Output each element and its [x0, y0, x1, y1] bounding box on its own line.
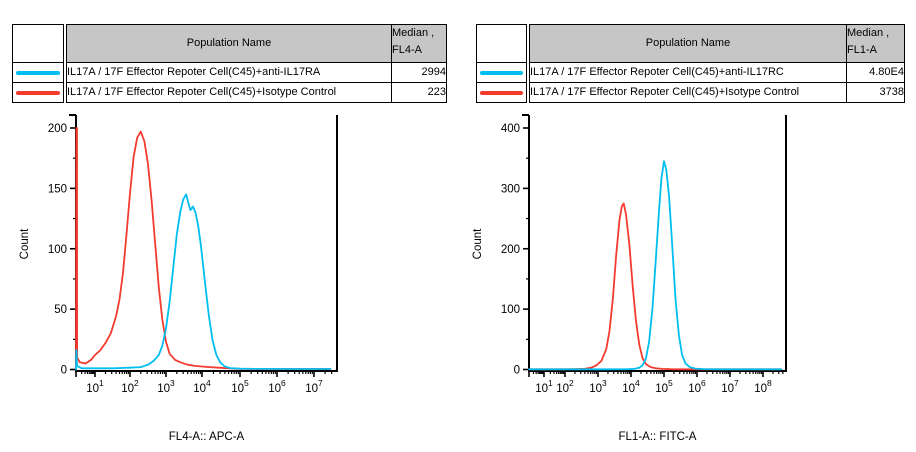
series-swatch-cell [476, 82, 527, 103]
population-name: IL17A / 17F Effector Repoter Cell(C45)+I… [529, 82, 847, 103]
series-swatch-cell [12, 62, 64, 83]
y-axis-title: Count [472, 228, 484, 259]
median-value: 2994 [391, 62, 447, 83]
population-table-left: Population Name Median , FL4-A IL17A / 1… [12, 24, 447, 103]
x-tick-label: 103 [157, 378, 175, 395]
x-tick-label: 104 [622, 378, 640, 395]
cyan-series-swatch [480, 70, 523, 75]
table-row: IL17A / 17F Effector Repoter Cell(C45)+I… [12, 82, 447, 103]
y-tick-label: 200 [501, 244, 520, 256]
median-value: 3738 [846, 82, 905, 103]
x-tick-label: 105 [655, 378, 673, 395]
y-tick-label: 400 [501, 123, 520, 135]
y-tick-label: 150 [48, 183, 67, 195]
x-tick-label: 102 [556, 378, 574, 395]
table-header-row: Population Name Median , FL1-A [476, 24, 905, 63]
table-header-row: Population Name Median , FL4-A [12, 24, 447, 63]
table-row: IL17A / 17F Effector Repoter Cell(C45)+a… [12, 62, 447, 83]
series-swatch-cell [476, 62, 527, 83]
histogram-curve-isotype-control [75, 127, 332, 371]
y-tick-label: 0 [514, 365, 520, 377]
y-tick-label: 100 [501, 304, 520, 316]
x-tick-label: 106 [268, 378, 286, 395]
y-tick-label: 50 [54, 304, 67, 316]
x-tick-label: 102 [121, 378, 139, 395]
red-series-swatch [16, 90, 60, 95]
x-tick-label: 101 [86, 378, 104, 395]
x-tick-label: 107 [721, 378, 739, 395]
cyan-series-swatch [16, 70, 60, 75]
population-name: IL17A / 17F Effector Repoter Cell(C45)+a… [529, 62, 847, 83]
median-header-line1: Median , [392, 27, 435, 39]
x-axis-title: FL4-A:: APC-A [169, 431, 245, 443]
swatch-header-cell [476, 24, 527, 63]
x-tick-label: 105 [231, 378, 249, 395]
table-gap [63, 24, 67, 63]
y-axis-title: Count [19, 228, 31, 259]
histogram-curve-antibody [75, 193, 332, 371]
median-value: 4.80E4 [846, 62, 905, 83]
y-tick-label: 300 [501, 183, 520, 195]
population-name: IL17A / 17F Effector Repoter Cell(C45)+I… [66, 82, 392, 103]
histogram-curve-isotype-control [528, 202, 782, 371]
x-tick-label: 107 [305, 378, 323, 395]
x-tick-label: 103 [589, 378, 607, 395]
median-header-line2: FL1-A [847, 44, 877, 56]
x-axis-title: FL1-A:: FITC-A [619, 431, 697, 443]
median-value: 223 [391, 82, 447, 103]
population-name-header: Population Name [66, 24, 392, 63]
swatch-header-cell [12, 24, 64, 63]
y-tick-label: 200 [48, 123, 67, 135]
y-tick-label: 0 [61, 365, 67, 377]
x-tick-label: 101 [535, 378, 553, 395]
series-swatch-cell [12, 82, 64, 103]
x-tick-label: 104 [193, 378, 211, 395]
median-header: Median , FL1-A [846, 24, 905, 63]
table-row: IL17A / 17F Effector Repoter Cell(C45)+I… [476, 82, 905, 103]
median-header-line1: Median , [847, 27, 890, 39]
population-name: IL17A / 17F Effector Repoter Cell(C45)+a… [66, 62, 392, 83]
x-tick-label: 106 [688, 378, 706, 395]
median-header: Median , FL4-A [391, 24, 447, 63]
x-tick-label: 108 [754, 378, 772, 395]
red-series-swatch [480, 90, 523, 95]
population-table-right: Population Name Median , FL1-A IL17A / 1… [476, 24, 905, 103]
y-tick-label: 100 [48, 244, 67, 256]
median-header-line2: FL4-A [392, 44, 422, 56]
histogram-curve-antibody [528, 160, 782, 371]
table-row: IL17A / 17F Effector Repoter Cell(C45)+a… [476, 62, 905, 83]
table-gap [526, 24, 530, 63]
